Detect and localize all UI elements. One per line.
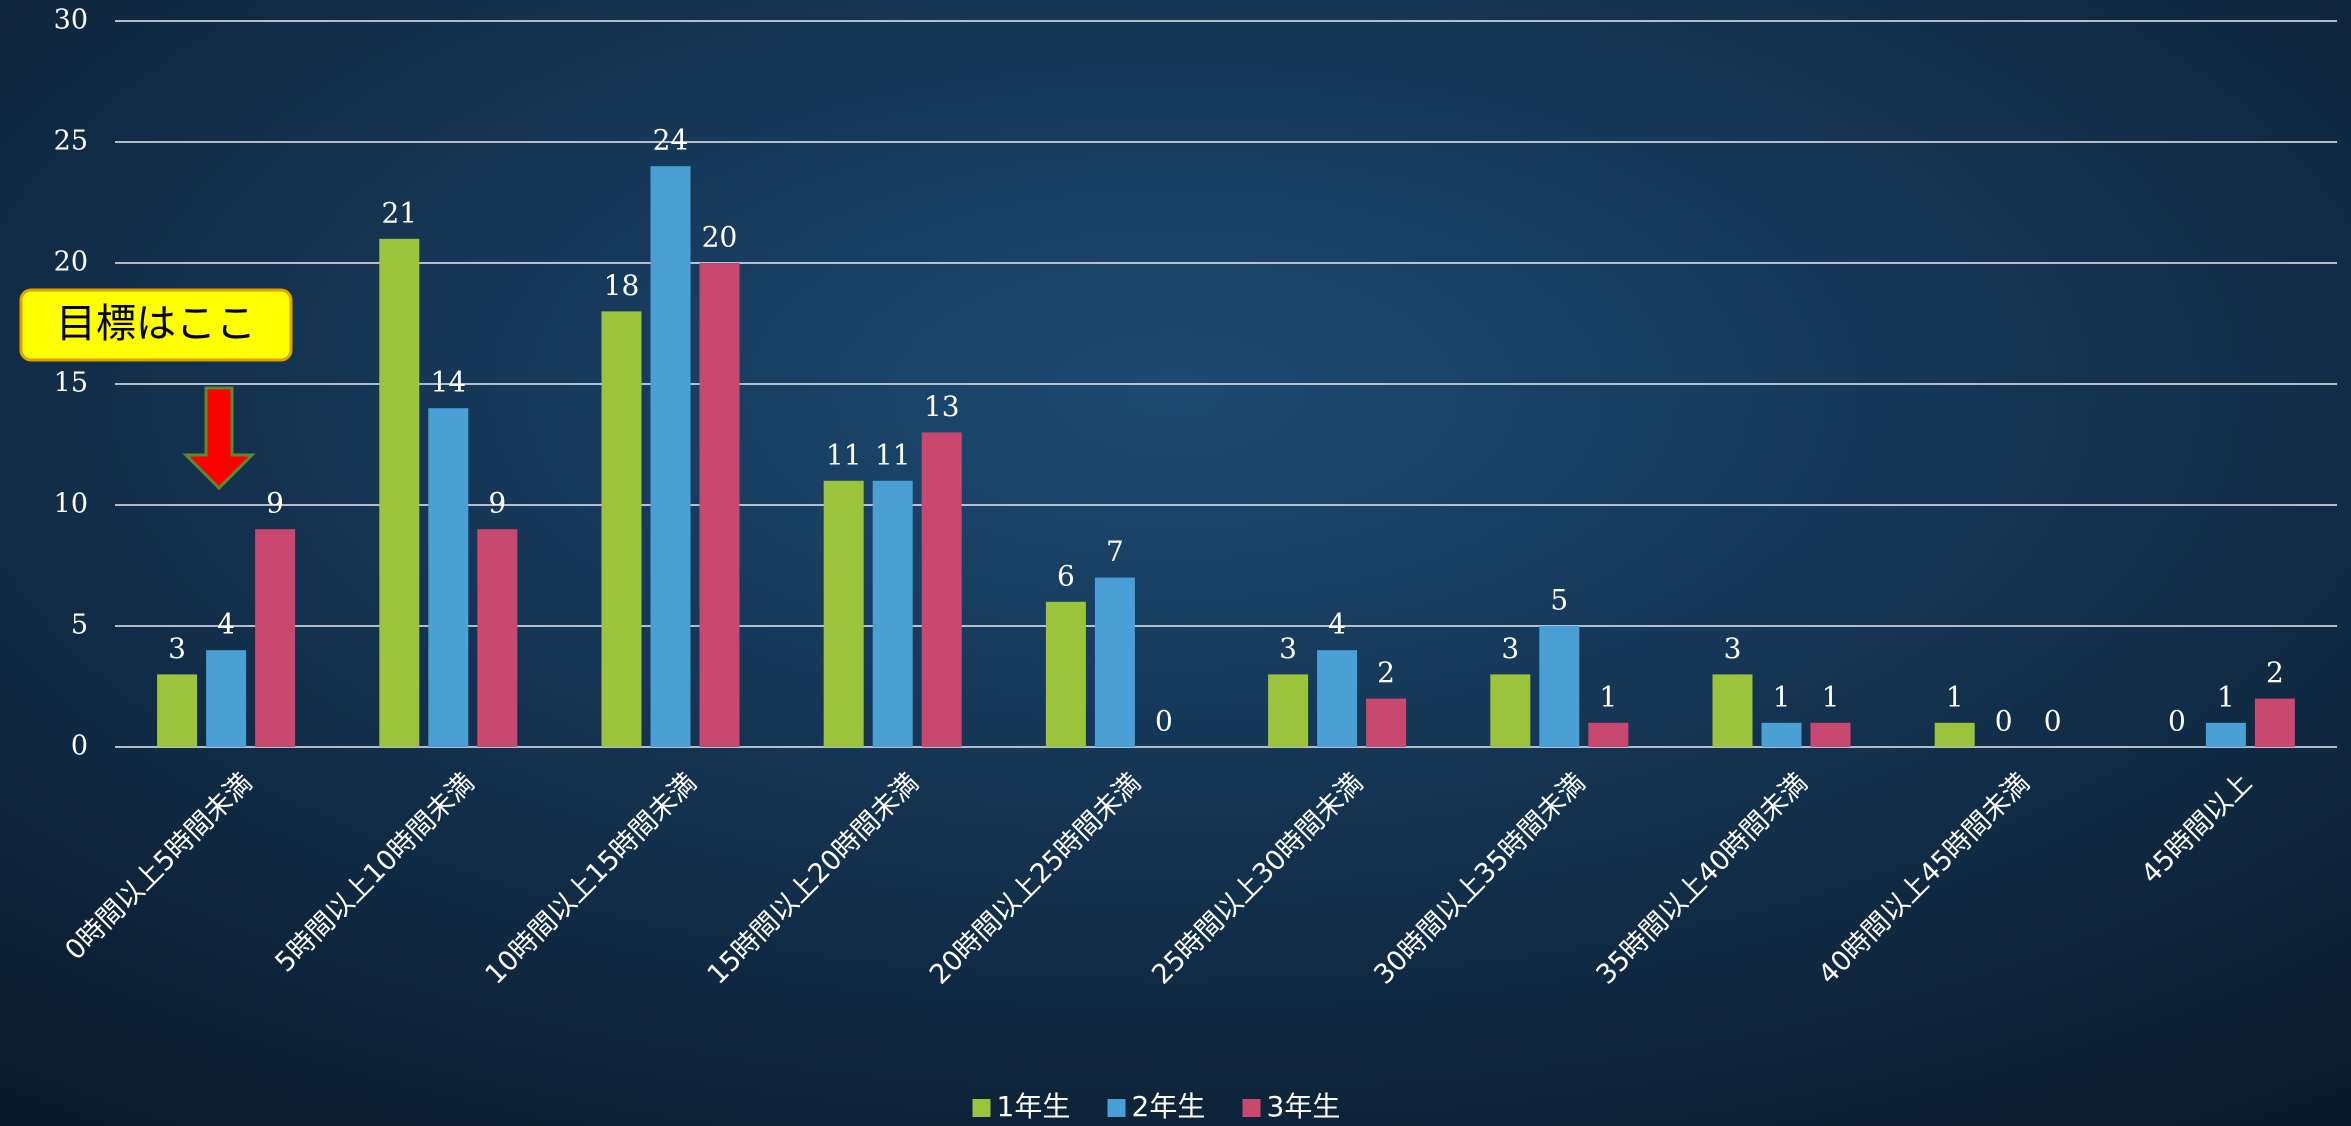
data-label: 21 bbox=[381, 196, 417, 229]
legend-swatch bbox=[972, 1099, 991, 1117]
bar bbox=[1712, 674, 1753, 747]
y-tick-label: 15 bbox=[54, 368, 88, 399]
data-label: 7 bbox=[1106, 535, 1124, 568]
bar bbox=[1588, 722, 1629, 747]
data-label: 1 bbox=[1946, 680, 1964, 713]
data-label: 2 bbox=[1377, 656, 1395, 689]
bar bbox=[428, 408, 469, 747]
y-tick-label: 10 bbox=[54, 489, 88, 520]
data-label: 3 bbox=[168, 632, 186, 665]
annotation: 目標はここ bbox=[56, 301, 256, 347]
y-tick-label: 5 bbox=[71, 610, 88, 641]
legend-swatch bbox=[1242, 1099, 1261, 1117]
bar bbox=[699, 263, 740, 747]
bar bbox=[823, 480, 864, 747]
data-label: 2 bbox=[2266, 656, 2284, 689]
data-label: 4 bbox=[217, 608, 235, 641]
bar bbox=[1761, 722, 1802, 747]
annotation-box bbox=[19, 288, 293, 362]
bar bbox=[1810, 722, 1851, 747]
bar bbox=[1094, 577, 1135, 747]
annotation-arrow bbox=[182, 386, 256, 491]
bar bbox=[601, 311, 642, 747]
y-tick-label: 25 bbox=[54, 126, 88, 157]
data-label: 0 bbox=[1155, 705, 1173, 738]
bar bbox=[650, 166, 691, 747]
data-label: 5 bbox=[1550, 584, 1568, 617]
bar bbox=[2254, 698, 2295, 747]
bar bbox=[255, 529, 296, 747]
bar bbox=[1268, 674, 1309, 747]
bar bbox=[1490, 674, 1531, 747]
bar bbox=[206, 650, 247, 747]
y-tick-label: 30 bbox=[54, 5, 88, 36]
data-label: 9 bbox=[488, 487, 506, 520]
data-label: 1 bbox=[1599, 680, 1617, 713]
data-label: 1 bbox=[1822, 680, 1840, 713]
data-label: 3 bbox=[1279, 632, 1297, 665]
data-label: 0 bbox=[1995, 705, 2013, 738]
data-label: 4 bbox=[1328, 608, 1346, 641]
y-tick-label: 0 bbox=[71, 731, 88, 762]
data-label: 13 bbox=[924, 390, 960, 423]
bar bbox=[1317, 650, 1358, 747]
bar bbox=[477, 529, 518, 747]
bar bbox=[1934, 722, 1975, 747]
data-label: 18 bbox=[604, 269, 640, 302]
data-label: 14 bbox=[430, 366, 466, 399]
legend-label: 1年生 bbox=[997, 1090, 1071, 1123]
bar bbox=[1539, 626, 1580, 747]
bar bbox=[157, 674, 198, 747]
data-label: 9 bbox=[266, 487, 284, 520]
data-label: 0 bbox=[2044, 705, 2062, 738]
data-label: 0 bbox=[2168, 705, 2186, 738]
data-label: 24 bbox=[653, 124, 689, 157]
y-tick-label: 20 bbox=[54, 247, 88, 278]
data-label: 3 bbox=[1724, 632, 1742, 665]
bar bbox=[1366, 698, 1407, 747]
legend-label: 3年生 bbox=[1267, 1090, 1341, 1123]
data-label: 20 bbox=[702, 221, 738, 254]
legend-label: 2年生 bbox=[1132, 1090, 1206, 1123]
bar bbox=[872, 480, 913, 747]
bar bbox=[921, 432, 962, 747]
legend-swatch bbox=[1107, 1099, 1126, 1117]
data-label: 3 bbox=[1501, 632, 1519, 665]
data-label: 6 bbox=[1057, 559, 1075, 592]
bar bbox=[1045, 601, 1086, 747]
bar bbox=[2205, 722, 2246, 747]
data-label: 1 bbox=[2217, 680, 2235, 713]
bar bbox=[379, 238, 420, 748]
data-label: 11 bbox=[826, 438, 862, 471]
data-label: 1 bbox=[1773, 680, 1791, 713]
data-label: 11 bbox=[875, 438, 911, 471]
